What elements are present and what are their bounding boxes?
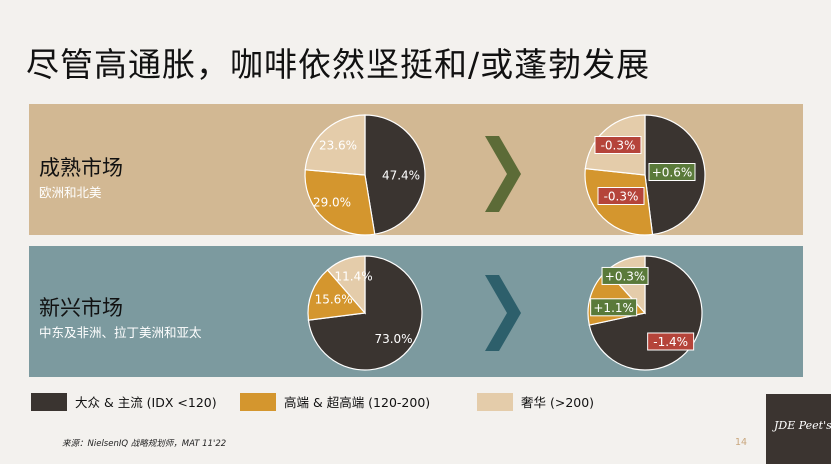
region-name-mature: 成熟市场 [39, 156, 123, 180]
change-badge-luxury [601, 266, 649, 285]
pie-slice-luxury [304, 114, 366, 176]
region-name-emerging: 新兴市场 [39, 296, 123, 320]
legend-label-premium: 高端 & 超高端 (120-200) [284, 395, 431, 410]
data-label-luxury: 11.4% [335, 269, 373, 283]
region-subtitle-emerging: 中东及非洲、拉丁美洲和亚太 [39, 325, 202, 340]
page-title: 尽管高通胀，咖啡依然坚挺和/或蓬勃发展 [26, 45, 651, 84]
pie-slice-mass [364, 114, 426, 235]
data-label-premium: -0.3% [604, 190, 639, 204]
change-badge-premium [597, 187, 645, 205]
pie-chart-2: +0.6% -0.3% -0.3% [584, 114, 706, 236]
pie-chart-1: 47.4% 29.0% 23.6% [304, 114, 426, 236]
change-badge-luxury [594, 136, 642, 154]
change-badge-premium [590, 298, 638, 317]
data-label-mass: +0.6% [652, 166, 693, 180]
legend-label-mass: 大众 & 主流 (IDX <120) [75, 395, 217, 410]
data-label-mass: -1.4% [653, 335, 688, 349]
legend-item-premium: 高端 & 超高端 (120-200) [240, 392, 430, 411]
page-number: 14 [735, 437, 748, 448]
legend-item-mass: 大众 & 主流 (IDX <120) [31, 392, 217, 411]
region-subtitle-mature: 欧洲和北美 [39, 185, 102, 200]
pie-slice-premium [307, 269, 367, 321]
chevron-arrow-emerging [485, 275, 521, 351]
data-label-premium: 29.0% [313, 196, 351, 210]
pie-slice-luxury [326, 255, 366, 315]
legend-swatch-mass [31, 392, 67, 411]
data-label-luxury: 23.6% [319, 139, 357, 153]
chevron-arrow-mature [485, 136, 521, 212]
pie-chart-4: -1.4% +1.1% +0.3% [587, 255, 703, 371]
data-label-luxury: +0.3% [605, 269, 646, 283]
logo-text: JDE Peet's [774, 419, 831, 432]
change-badge-mass [648, 163, 696, 181]
legend-swatch-premium [240, 392, 276, 411]
legend-item-luxury: 奢华 (>200) [477, 392, 594, 411]
legend-label-luxury: 奢华 (>200) [521, 395, 595, 410]
data-label-premium: +1.1% [593, 301, 634, 315]
data-label-premium: 15.6% [315, 292, 353, 306]
data-label-mass: 73.0% [374, 332, 412, 346]
data-label-luxury: -0.3% [601, 139, 636, 153]
pie-chart-3: 73.0% 15.6% 11.4% [307, 255, 423, 371]
legend-swatch-luxury [477, 392, 513, 411]
data-label-mass: 47.4% [382, 169, 420, 183]
change-badge-mass [647, 332, 695, 351]
legend: 大众 & 主流 (IDX <120) 高端 & 超高端 (120-200) 奢华… [0, 392, 831, 414]
company-logo: JDE Peet's [766, 394, 831, 464]
pie-slice-premium [304, 169, 376, 236]
source-note: 来源：NielsenIQ 战略规划师，MAT 11'22 [62, 439, 227, 449]
